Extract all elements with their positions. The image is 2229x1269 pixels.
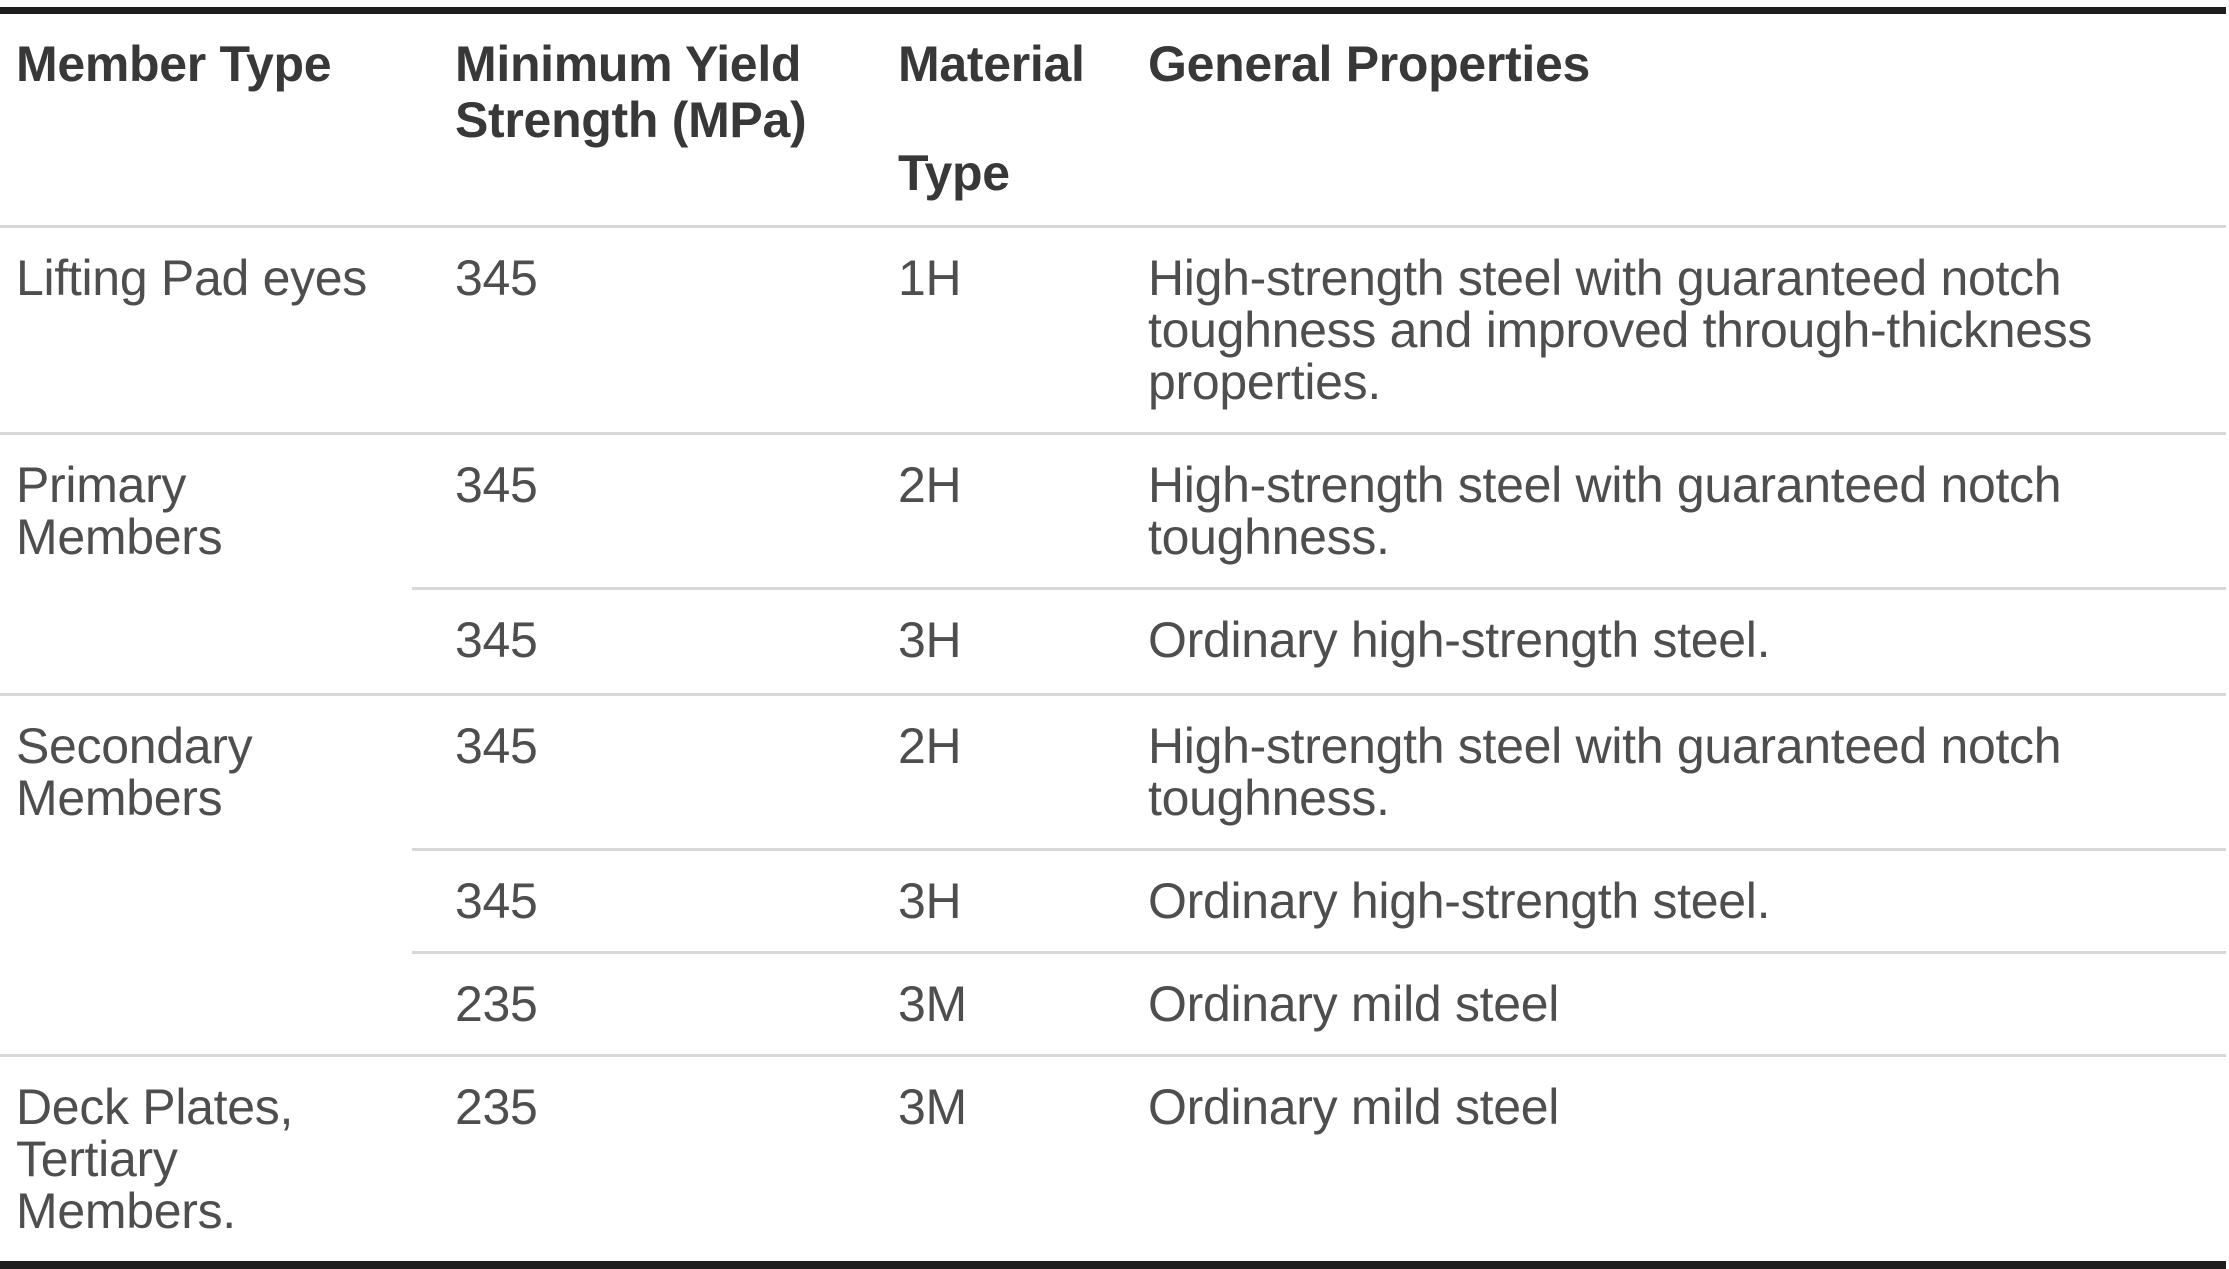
member-type-text: Deck Plates,	[16, 1079, 294, 1135]
general-properties-cell: Ordinary high-strength steel.	[1105, 588, 2226, 696]
table-row: 235 3M Ordinary mild steel	[0, 952, 2226, 1057]
member-type-text: Members	[16, 509, 223, 565]
member-type-text: Members.	[16, 1183, 236, 1239]
member-type-text: Secondary	[16, 718, 253, 774]
general-properties-cell: High-strength steel with guaranteed notc…	[1105, 433, 2226, 590]
col-header-label: Member Type	[16, 36, 332, 92]
general-properties-cell: High-strength steel with guaranteed notc…	[1105, 226, 2226, 435]
material-type-cell: 3H	[855, 849, 1105, 954]
yield-strength-cell: 345	[412, 433, 855, 590]
member-type-text: Tertiary	[16, 1131, 178, 1187]
yield-strength-cell: 345	[412, 226, 855, 435]
col-header-label: Minimum Yield Strength (MPa)	[455, 36, 807, 148]
material-type-cell: 2H	[855, 694, 1105, 851]
member-type-cell: Lifting Pad eyes	[0, 226, 412, 435]
member-type-text: Members	[16, 770, 223, 826]
table-row: Secondary Members 345 2H High-strength s…	[0, 694, 2226, 1057]
header-row: Member Type Minimum Yield Strength (MPa)…	[0, 10, 2226, 228]
col-header-member-type: Member Type	[0, 10, 412, 228]
general-properties-cell: High-strength steel with guaranteed notc…	[1105, 694, 2226, 851]
yield-strength-cell: 345	[412, 849, 855, 954]
yield-strength-cell: 235	[412, 952, 855, 1057]
member-type-cell: Deck Plates, Tertiary Members.	[0, 1056, 412, 1266]
general-properties-cell: Ordinary mild steel	[1148, 1079, 1560, 1135]
col-header-label: General Properties	[1148, 36, 1591, 92]
yield-strength-cell: 345	[412, 588, 855, 696]
member-type-cell: Primary Members	[0, 433, 412, 696]
col-header-yield-strength: Minimum Yield Strength (MPa)	[412, 10, 855, 228]
yield-strength-cell: 235	[455, 1079, 538, 1135]
material-type-cell: 2H	[855, 433, 1105, 590]
material-type-cell: 3M	[855, 952, 1105, 1057]
col-header-material-type: Material Type	[855, 10, 1105, 228]
col-header-general-properties: General Properties	[1105, 10, 2226, 228]
material-type-cell: 3H	[855, 588, 1105, 696]
member-type-text: Lifting Pad eyes	[16, 250, 367, 306]
member-type-text: Primary	[16, 457, 187, 513]
table-row: 345 3H Ordinary high-strength steel.	[0, 849, 2226, 954]
col-header-label-line: Material	[898, 36, 1085, 92]
material-type-cell: 3M	[898, 1079, 967, 1135]
table-row: Deck Plates, Tertiary Members. 235 3M Or…	[0, 1056, 2226, 1266]
general-properties-cell: Ordinary mild steel	[1105, 952, 2226, 1057]
table-row: Primary Members 345 2H High-strength ste…	[0, 433, 2226, 696]
table-row: 345 3H Ordinary high-strength steel.	[0, 588, 2226, 696]
member-type-cell: Secondary Members	[0, 694, 412, 1057]
col-header-label-line: Type	[898, 145, 1010, 201]
yield-strength-cell: 345	[412, 694, 855, 851]
general-properties-cell: Ordinary high-strength steel.	[1105, 849, 2226, 954]
material-properties-table: Member Type Minimum Yield Strength (MPa)…	[0, 7, 2226, 1269]
table-row: Lifting Pad eyes 345 1H High-strength st…	[0, 226, 2226, 435]
material-type-cell: 1H	[855, 226, 1105, 435]
